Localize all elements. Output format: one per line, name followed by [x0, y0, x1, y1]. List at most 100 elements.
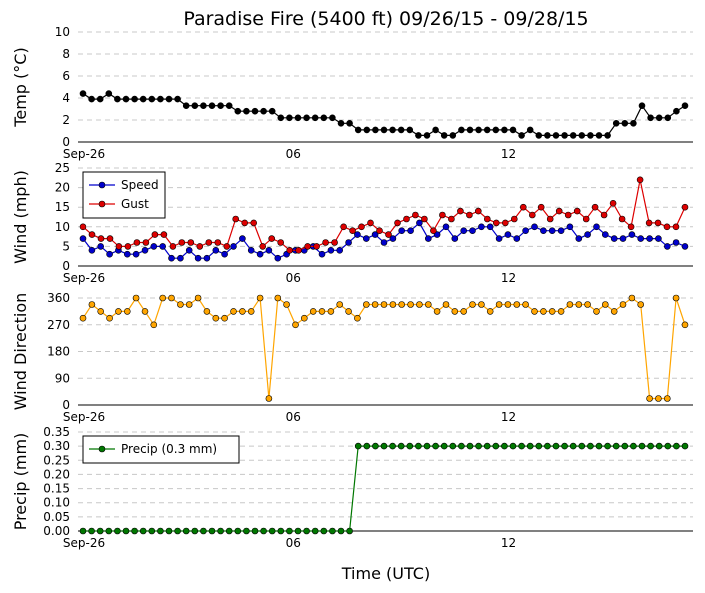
data-point: [372, 126, 379, 134]
y-axis-label: Wind Direction: [11, 293, 30, 411]
data-point: [268, 107, 276, 115]
data-point: [309, 308, 317, 315]
data-point: [483, 126, 491, 134]
data-point: [561, 132, 568, 139]
data-point: [277, 527, 285, 535]
data-point: [376, 227, 383, 234]
data-point: [424, 235, 432, 242]
data-point: [397, 126, 405, 134]
data-point: [478, 223, 485, 231]
data-point: [440, 442, 448, 450]
data-point: [595, 442, 603, 450]
data-point: [646, 235, 653, 242]
data-point: [591, 203, 599, 211]
data-point: [294, 527, 302, 535]
data-point: [336, 247, 344, 254]
panel-4: 0.000.050.100.150.200.250.300.35 Sep-26 06…: [11, 425, 693, 550]
chart-title: Paradise Fire (5400 ft) 09/26/15 - 09/28…: [183, 8, 588, 30]
data-point: [294, 114, 302, 122]
data-point: [106, 250, 113, 258]
data-point: [311, 527, 319, 535]
data-point: [97, 243, 104, 250]
data-point: [221, 250, 228, 258]
data-point: [557, 227, 565, 234]
y-axis-label: Wind (mph): [11, 170, 30, 264]
data-point: [526, 442, 534, 450]
data-point: [601, 301, 609, 308]
data-point: [681, 442, 689, 450]
data-point: [304, 243, 311, 250]
data-point: [283, 301, 290, 308]
y-tick-label: 8: [62, 47, 70, 61]
data-point: [131, 95, 138, 103]
data-point: [241, 219, 248, 227]
data-point: [191, 527, 199, 535]
data-point: [628, 231, 636, 238]
data-point: [185, 301, 193, 308]
data-point: [322, 239, 329, 246]
data-point: [573, 207, 581, 215]
data-point: [681, 243, 689, 250]
data-point: [681, 203, 689, 211]
data-point: [115, 243, 123, 250]
data-point: [97, 235, 105, 242]
data-point: [609, 200, 617, 207]
data-point: [638, 102, 646, 109]
data-point: [439, 211, 446, 219]
y-axis-label: Precip (mm): [11, 433, 30, 531]
data-point: [327, 308, 335, 315]
data-point: [142, 239, 150, 246]
data-point: [584, 231, 591, 238]
data-point: [247, 247, 255, 254]
data-point: [243, 107, 250, 115]
data-point: [442, 301, 450, 308]
data-point: [433, 308, 441, 315]
data-point: [208, 102, 216, 109]
data-point: [486, 223, 494, 231]
data-point: [234, 107, 242, 115]
data-point: [157, 527, 164, 535]
legend-swatch-marker: [98, 200, 106, 208]
data-point: [96, 95, 104, 103]
data-point: [265, 395, 273, 402]
data-point: [79, 235, 87, 242]
y-tick-label: 0.10: [43, 496, 70, 510]
data-point: [371, 301, 379, 308]
series-1: [79, 442, 689, 535]
data-point: [286, 114, 293, 122]
data-point: [451, 235, 459, 242]
data-point: [349, 227, 356, 234]
y-tick-label: 0: [62, 259, 70, 273]
data-point: [295, 247, 302, 254]
data-point: [311, 114, 319, 122]
data-point: [681, 102, 689, 109]
data-point: [406, 126, 414, 134]
data-point: [600, 211, 608, 219]
series-1: [79, 294, 689, 402]
data-point: [448, 215, 455, 223]
data-point: [587, 442, 594, 450]
data-point: [247, 308, 255, 315]
data-point: [105, 527, 113, 535]
data-point: [621, 120, 629, 127]
data-point: [509, 442, 517, 450]
data-point: [501, 126, 508, 134]
data-point: [655, 114, 663, 122]
data-point: [612, 120, 620, 127]
legend-entry: Precip (0.3 mm): [121, 442, 217, 456]
data-point: [389, 442, 396, 450]
y-tick-label: 15: [55, 200, 70, 214]
data-point: [165, 527, 173, 535]
data-point: [124, 250, 131, 258]
data-point: [389, 126, 396, 134]
data-point: [394, 219, 401, 227]
data-point: [469, 227, 476, 234]
data-point: [346, 120, 353, 127]
data-point: [97, 308, 104, 315]
data-point: [345, 239, 352, 246]
data-point: [474, 207, 482, 215]
y-tick-label: 0: [62, 398, 70, 412]
data-point: [88, 527, 95, 535]
data-point: [655, 395, 662, 402]
